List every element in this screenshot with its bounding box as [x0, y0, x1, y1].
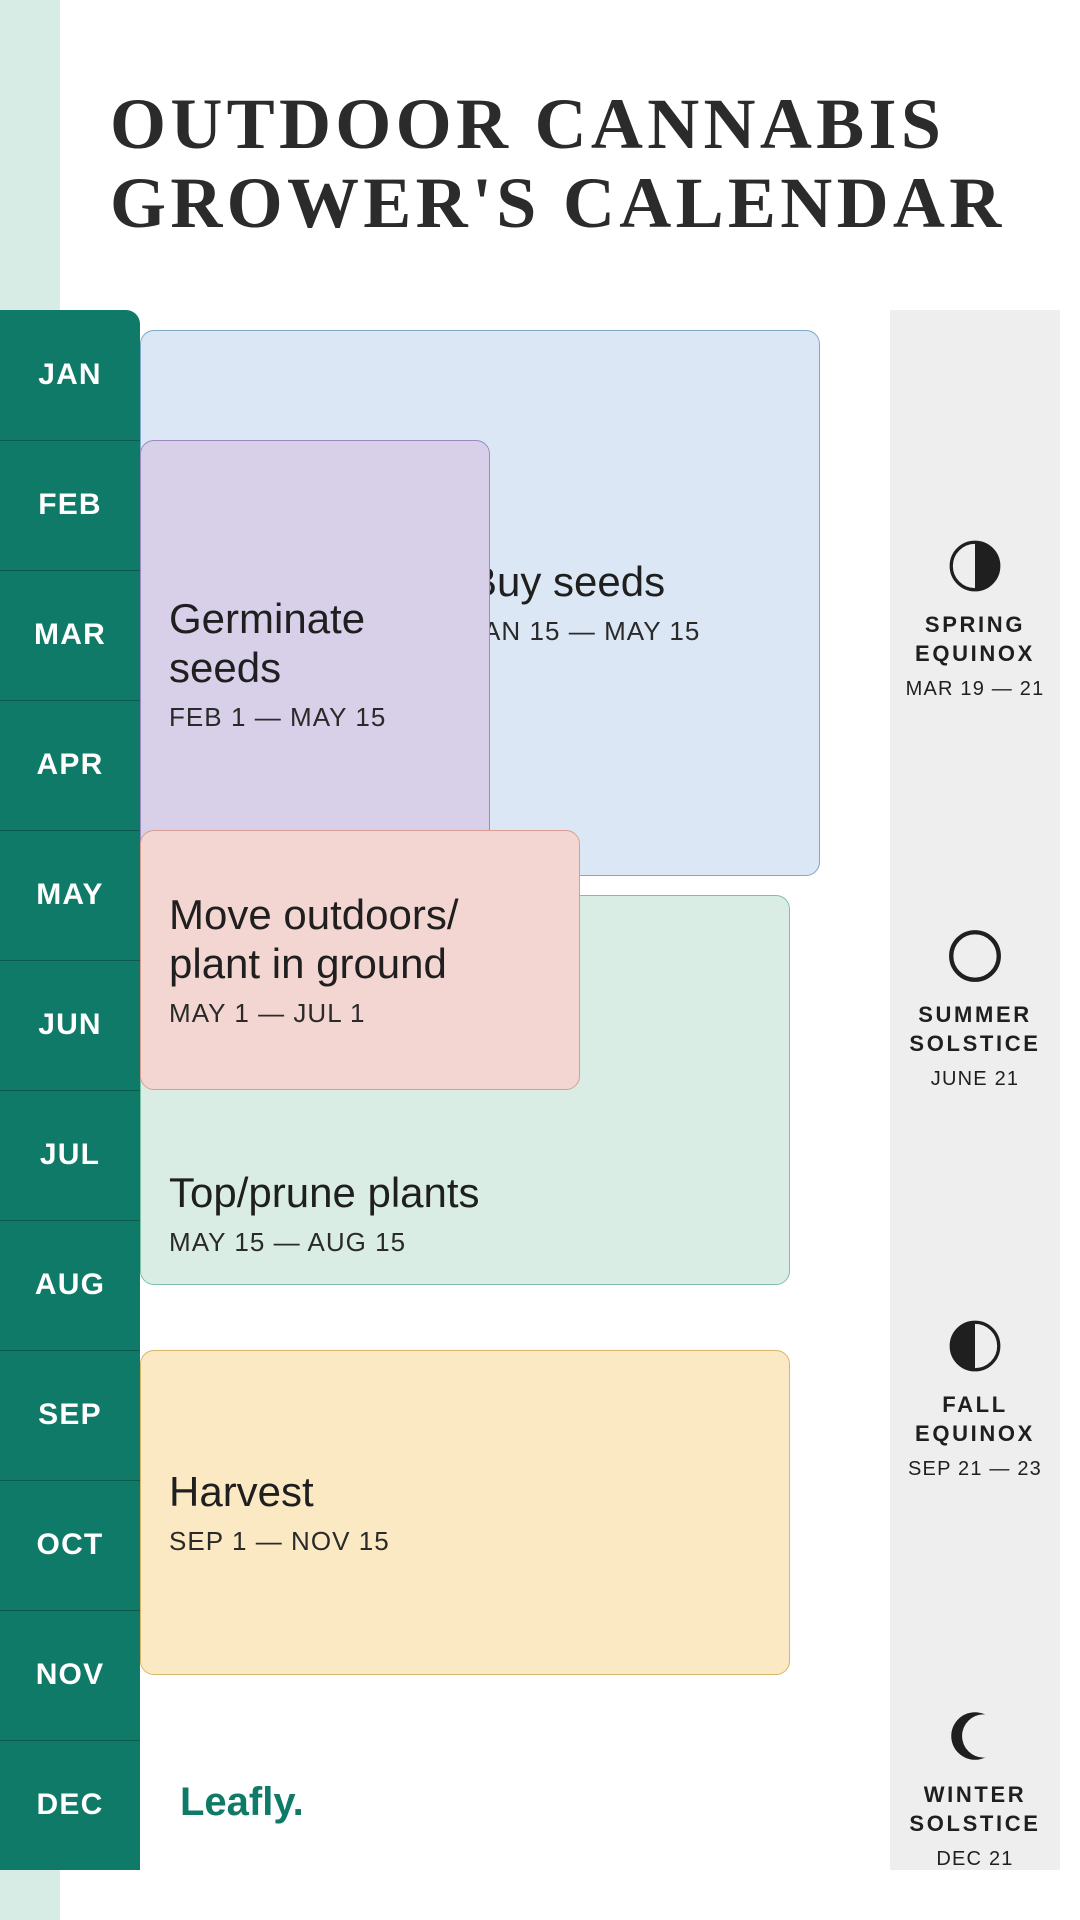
phase-germinate-seeds: Germinateseeds FEB 1 — MAY 15 — [140, 440, 490, 889]
title-line-1: OUTDOOR CANNABIS — [110, 85, 1006, 164]
brand-logo: Leafly. — [180, 1780, 304, 1825]
half-left-icon — [948, 1319, 1002, 1373]
season-date: JUNE 21 — [890, 1068, 1060, 1091]
month-divider — [0, 1220, 140, 1221]
month-divider — [0, 1350, 140, 1351]
season-label: SUMMERSOLSTICE — [890, 1001, 1060, 1058]
month-apr: APR — [0, 700, 140, 830]
month-feb: FEB — [0, 440, 140, 570]
month-divider — [0, 1740, 140, 1741]
month-divider — [0, 570, 140, 571]
month-divider — [0, 440, 140, 441]
month-jun: JUN — [0, 960, 140, 1090]
season-winter-solstice: WINTERSOLSTICE DEC 21 — [890, 1709, 1060, 1871]
phase-title: Top/prune plants — [169, 1169, 761, 1217]
month-nov: NOV — [0, 1610, 140, 1740]
season-label: SPRINGEQUINOX — [890, 611, 1060, 668]
season-column: SPRINGEQUINOX MAR 19 — 21 SUMMERSOLSTICE JU… — [890, 310, 1060, 1870]
month-dec: DEC — [0, 1740, 140, 1870]
phase-date-range: SEP 1 — NOV 15 — [169, 1526, 761, 1557]
title-line-2: GROWER'S CALENDAR — [110, 164, 1006, 243]
phase-date-range: MAY 1 — JUL 1 — [169, 998, 551, 1029]
season-date: MAR 19 — 21 — [890, 678, 1060, 701]
ring-icon — [948, 929, 1002, 983]
season-fall-equinox: FALLEQUINOX SEP 21 — 23 — [890, 1319, 1060, 1481]
phase-harvest: Harvest SEP 1 — NOV 15 — [140, 1350, 790, 1675]
phase-date-range: FEB 1 — MAY 15 — [169, 702, 461, 733]
month-mar: MAR — [0, 570, 140, 700]
phase-title: Harvest — [169, 1468, 761, 1516]
phase-title: Germinateseeds — [169, 595, 461, 692]
half-right-icon — [948, 539, 1002, 593]
month-divider — [0, 700, 140, 701]
month-may: MAY — [0, 830, 140, 960]
month-divider — [0, 1090, 140, 1091]
phase-title: Move outdoors/plant in ground — [169, 891, 551, 988]
month-jan: JAN — [0, 310, 140, 440]
month-divider — [0, 960, 140, 961]
season-date: SEP 21 — 23 — [890, 1458, 1060, 1481]
crescent-icon — [948, 1709, 1002, 1763]
month-column: JANFEBMARAPRMAYJUNJULAUGSEPOCTNOVDEC — [0, 310, 140, 1870]
phase-date-range: JAN 15 — MAY 15 — [469, 616, 791, 647]
phase-title: Buy seeds — [469, 558, 791, 606]
page-title: OUTDOOR CANNABIS GROWER'S CALENDAR — [110, 85, 1006, 243]
month-aug: AUG — [0, 1220, 140, 1350]
phase-date-range: MAY 15 — AUG 15 — [169, 1227, 761, 1258]
season-summer-solstice: SUMMERSOLSTICE JUNE 21 — [890, 929, 1060, 1091]
timeline: SPRINGEQUINOX MAR 19 — 21 SUMMERSOLSTICE JU… — [0, 310, 1080, 1870]
phase-move-outdoors: Move outdoors/plant in ground MAY 1 — JUL… — [140, 830, 580, 1090]
season-date: DEC 21 — [890, 1848, 1060, 1871]
month-divider — [0, 830, 140, 831]
month-divider — [0, 1480, 140, 1481]
month-oct: OCT — [0, 1480, 140, 1610]
month-divider — [0, 1610, 140, 1611]
season-spring-equinox: SPRINGEQUINOX MAR 19 — 21 — [890, 539, 1060, 701]
season-label: FALLEQUINOX — [890, 1391, 1060, 1448]
month-jul: JUL — [0, 1090, 140, 1220]
month-sep: SEP — [0, 1350, 140, 1480]
season-label: WINTERSOLSTICE — [890, 1781, 1060, 1838]
